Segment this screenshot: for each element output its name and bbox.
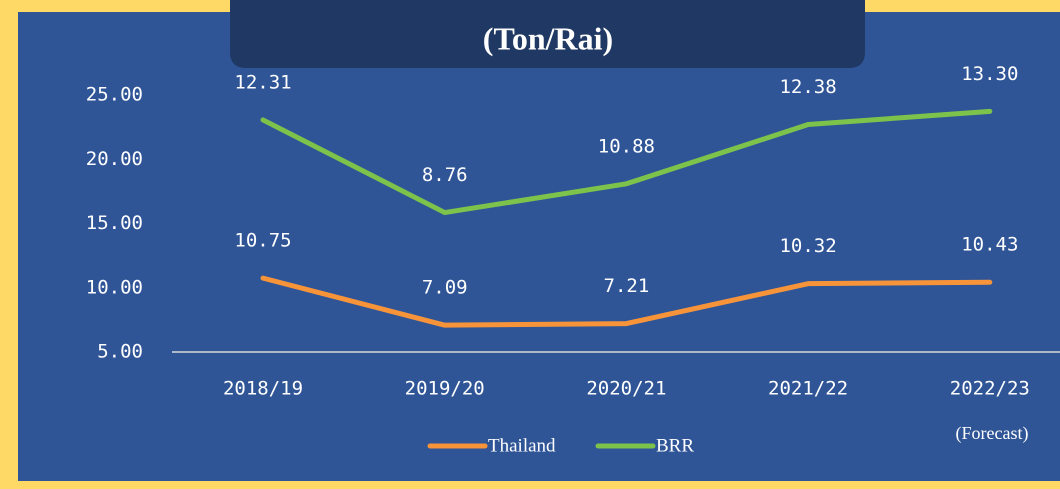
y-tick-label: 20.00 — [86, 148, 143, 170]
x-tick-label: 2022/23 — [950, 378, 1030, 400]
title-tab — [230, 0, 865, 68]
x-tick-label: 2018/19 — [223, 378, 303, 400]
y-tick-label: 5.00 — [97, 341, 143, 363]
line-series — [260, 108, 993, 216]
data-label: 7.09 — [422, 277, 468, 299]
x-tick-label: 2020/21 — [586, 378, 666, 400]
data-label: 8.76 — [422, 164, 468, 186]
data-label: 12.31 — [234, 71, 291, 93]
data-label: 10.43 — [961, 234, 1018, 256]
data-label: 12.38 — [779, 76, 836, 98]
legend-label: Thailand — [488, 435, 556, 456]
chart-title: (Ton/Rai) — [483, 20, 613, 56]
y-tick-label: 15.00 — [86, 212, 143, 234]
x-tick-label: 2019/20 — [405, 378, 485, 400]
y-tick-label: 10.00 — [86, 276, 143, 298]
line-series — [260, 275, 993, 328]
data-label: 10.75 — [234, 230, 291, 252]
legend-label: BRR — [656, 435, 694, 456]
y-tick-label: 25.00 — [86, 84, 143, 106]
plot-background — [18, 12, 1060, 481]
x-tick-label: 2021/22 — [768, 378, 848, 400]
data-label: 10.32 — [779, 235, 836, 257]
data-label: 13.30 — [961, 63, 1018, 85]
data-label: 7.21 — [604, 275, 650, 297]
annotation: (Forecast) — [956, 423, 1029, 444]
data-label: 10.88 — [598, 135, 655, 157]
